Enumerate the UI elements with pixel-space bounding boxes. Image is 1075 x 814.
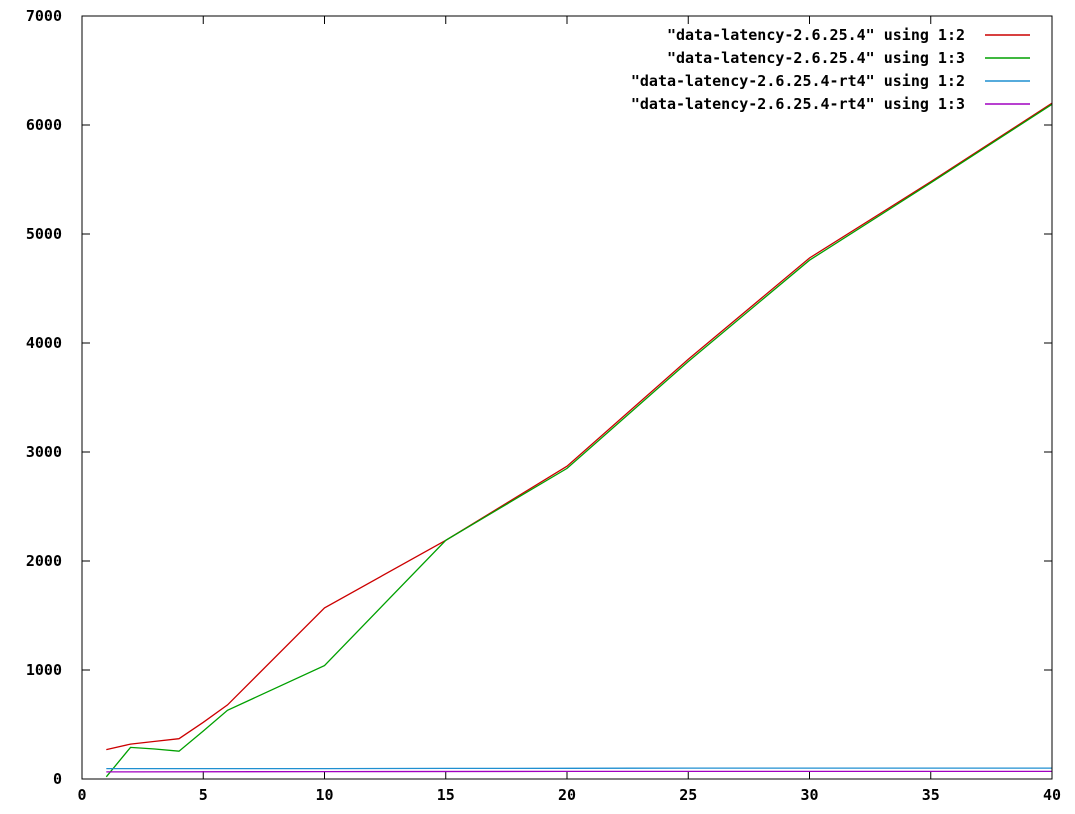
y-tick-label: 1000 <box>26 661 62 679</box>
series-lines <box>105 102 1053 778</box>
axis-tick-labels: 0 5 10 15 20 25 30 35 40 0 1000 2000 3000 4000 5000 600… <box>26 7 1061 804</box>
y-tick-label: 6000 <box>26 116 62 134</box>
y-tick-label: 2000 <box>26 552 62 570</box>
y-tick-label: 5000 <box>26 225 62 243</box>
x-tick-label: 40 <box>1043 786 1061 804</box>
x-tick-label: 35 <box>922 786 940 804</box>
y-tick-label: 4000 <box>26 334 62 352</box>
legend-label: "data-latency-2.6.25.4" using 1:3 <box>667 49 965 67</box>
legend-label: "data-latency-2.6.25.4" using 1:2 <box>667 26 965 44</box>
legend-label: "data-latency-2.6.25.4-rt4" using 1:3 <box>631 95 965 113</box>
series-line-4 <box>106 770 1052 773</box>
x-tick-label: 25 <box>679 786 697 804</box>
y-tick-label: 3000 <box>26 443 62 461</box>
series-line-1 <box>106 102 1053 751</box>
axis-ticks <box>81 15 1053 780</box>
y-tick-label: 7000 <box>26 7 62 25</box>
legend: "data-latency-2.6.25.4" using 1:2 "data-l… <box>631 26 1030 113</box>
x-tick-label: 5 <box>199 786 208 804</box>
x-tick-label: 10 <box>315 786 333 804</box>
series-line-3 <box>106 767 1052 770</box>
x-tick-label: 30 <box>800 786 818 804</box>
x-tick-label: 15 <box>437 786 455 804</box>
plot-frame <box>81 15 1053 780</box>
x-tick-label: 0 <box>77 786 86 804</box>
y-tick-label: 0 <box>53 770 62 788</box>
series-line-2 <box>105 103 1053 778</box>
legend-label: "data-latency-2.6.25.4-rt4" using 1:2 <box>631 72 965 90</box>
x-tick-label: 20 <box>558 786 576 804</box>
